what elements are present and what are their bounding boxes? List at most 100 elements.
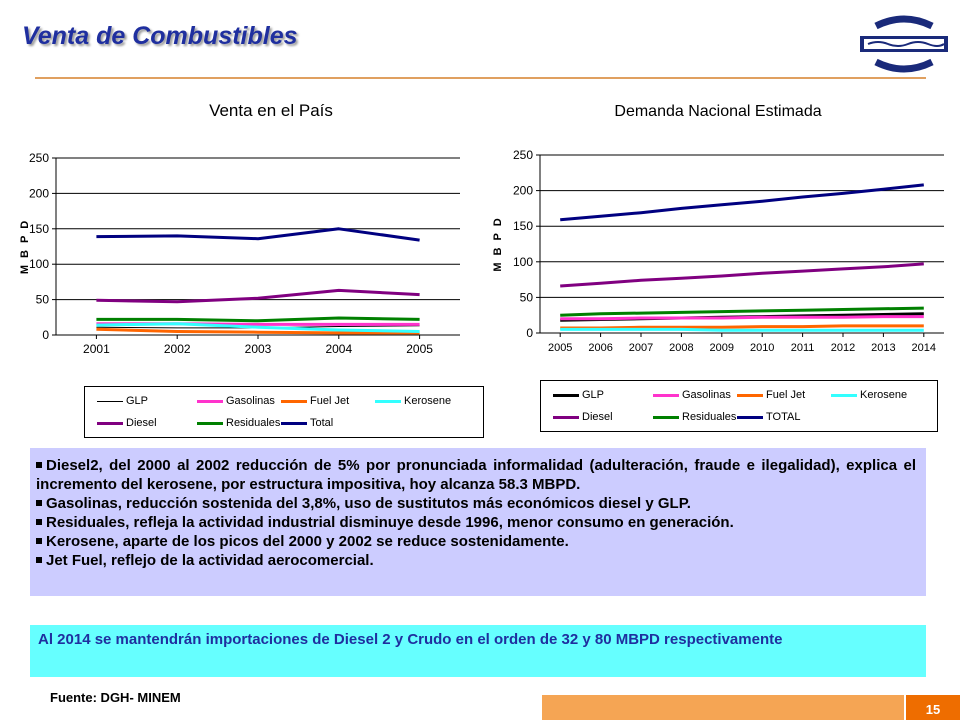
chart-demanda-nacional-y-tick-label: 50 — [520, 290, 534, 304]
chart-demanda-nacional-y-tick-label: 250 — [513, 148, 533, 162]
footer-bar — [542, 695, 904, 720]
chart-demanda-nacional-legend-label: Fuel Jet — [766, 389, 806, 401]
chart-venta-pais-series-fuel-jet — [96, 327, 420, 335]
bullet-item: Kerosene, aparte de los picos del 2000 y… — [36, 532, 916, 551]
chart-venta-pais-x-tick-label: 2005 — [406, 342, 433, 356]
chart-venta-pais-x-tick-label: 2004 — [325, 342, 352, 356]
chart-demanda-nacional-legend-label: Kerosene — [860, 389, 908, 401]
chart-venta-pais-y-tick-label: 150 — [29, 222, 49, 236]
chart-demanda-nacional-legend-item: TOTAL — [737, 409, 800, 425]
title-divider — [35, 77, 926, 79]
company-logo-icon — [860, 15, 948, 73]
chart-venta-pais-series-kerosene — [96, 322, 420, 333]
analysis-bullets: Diesel2, del 2000 al 2002 reducción de 5… — [30, 448, 926, 596]
chart-demanda-nacional-legend-label: Diesel — [582, 411, 613, 423]
chart-demanda-nacional-plot: Demanda Nacional Estimada 0 50 100 150 200 250… — [492, 103, 944, 354]
chart-demanda-nacional-series-residuales — [560, 306, 924, 317]
chart-venta-pais-legend-item: Diesel — [97, 415, 157, 431]
chart-demanda-nacional-x-tick-label: 2012 — [831, 342, 855, 354]
chart-venta-pais-series-residuales — [96, 316, 420, 323]
chart-demanda-nacional-legend-item: Residuales — [653, 409, 736, 425]
chart-venta-pais-legend-label: Diesel — [126, 417, 157, 429]
chart-venta-pais-legend-swatch — [197, 421, 223, 425]
chart-demanda-nacional-series-kerosene — [560, 327, 924, 332]
chart-demanda-nacional-x-tick-label: 2010 — [750, 342, 774, 354]
chart-demanda-nacional-legend-item: Fuel Jet — [737, 387, 805, 403]
chart-venta-pais-legend-swatch — [281, 421, 307, 425]
chart-demanda-nacional-y-axis-label: M B P D — [492, 216, 504, 271]
chart-venta-pais-legend-swatch — [197, 399, 223, 403]
chart-demanda-nacional: Demanda Nacional Estimada 0 50 100 150 200 250… — [488, 90, 950, 436]
bullet-item: Gasolinas, reducción sostenida del 3,8%,… — [36, 494, 916, 513]
chart-demanda-nacional-legend-swatch — [737, 415, 763, 419]
chart-venta-pais-legend: GLP Gasolinas Fuel Jet Kerosene Diesel Residu… — [84, 386, 484, 438]
chart-venta-pais-y-tick-label: 200 — [29, 186, 49, 200]
chart-venta-pais-legend-label: GLP — [126, 395, 149, 407]
chart-venta-pais: Venta en el País 0 50 100 150 200 250 2001 2002 2… — [14, 88, 484, 444]
chart-demanda-nacional-x-tick-label: 2007 — [629, 342, 653, 354]
bullet-item: Jet Fuel, reflejo de la actividad aeroco… — [36, 551, 916, 570]
chart-venta-pais-legend-label: Gasolinas — [226, 395, 275, 407]
chart-venta-pais-x-tick-label: 2002 — [164, 342, 191, 356]
chart-venta-pais-legend-item: GLP — [97, 393, 148, 409]
chart-demanda-nacional-legend-item: GLP — [553, 387, 604, 403]
chart-demanda-nacional-x-tick-label: 2006 — [588, 342, 612, 354]
page-number: 15 — [906, 695, 960, 720]
bullet-item: Diesel2, del 2000 al 2002 reducción de 5… — [36, 457, 916, 493]
source-label: Fuente: DGH- MINEM — [50, 690, 181, 705]
chart-venta-pais-series-total — [96, 227, 420, 242]
chart-demanda-nacional-series-diesel — [560, 262, 924, 288]
chart-venta-pais-legend-item: Total — [281, 415, 333, 431]
import-note: Al 2014 se mantendrán importaciones de D… — [30, 625, 926, 677]
chart-venta-pais-legend-item: Gasolinas — [197, 393, 275, 409]
chart-venta-pais-legend-item: Residuales — [197, 415, 280, 431]
chart-demanda-nacional-y-tick-label: 0 — [526, 326, 533, 340]
chart-demanda-nacional-legend-swatch — [553, 393, 579, 397]
chart-demanda-nacional-series-total — [560, 183, 924, 222]
chart-demanda-nacional-y-tick-label: 150 — [513, 219, 533, 233]
chart-demanda-nacional-legend-item: Kerosene — [831, 387, 907, 403]
chart-demanda-nacional-legend-swatch — [653, 415, 679, 419]
chart-venta-pais-series-diesel — [96, 288, 420, 304]
chart-venta-pais-legend-swatch — [97, 400, 123, 402]
chart-venta-pais-y-axis-label: M B P D — [19, 219, 31, 274]
chart-venta-pais-legend-label: Kerosene — [404, 395, 452, 407]
page-title: Venta de Combustibles — [22, 22, 298, 50]
chart-demanda-nacional-x-tick-label: 2011 — [791, 342, 815, 354]
bullet-square-icon — [36, 538, 42, 545]
chart-demanda-nacional-x-tick-label: 2009 — [710, 342, 734, 354]
chart-venta-pais-plot: Venta en el País 0 50 100 150 200 250 2001 2002 2… — [19, 101, 460, 356]
chart-demanda-nacional-x-tick-label: 2008 — [669, 342, 693, 354]
chart-venta-pais-y-tick-label: 250 — [29, 151, 49, 165]
chart-venta-pais-legend-swatch — [281, 399, 307, 403]
chart-demanda-nacional-legend-item: Gasolinas — [653, 387, 731, 403]
chart-demanda-nacional-y-tick-label: 100 — [513, 255, 533, 269]
chart-demanda-nacional-x-tick-label: 2014 — [912, 342, 936, 354]
chart-demanda-nacional-legend-label: GLP — [582, 389, 605, 401]
bullet-square-icon — [36, 519, 42, 526]
bullet-square-icon — [36, 557, 42, 564]
chart-demanda-nacional-x-tick-label: 2013 — [871, 342, 895, 354]
chart-venta-pais-legend-label: Fuel Jet — [310, 395, 350, 407]
chart-venta-pais-legend-label: Total — [310, 417, 334, 429]
chart-demanda-nacional-title: Demanda Nacional Estimada — [614, 103, 821, 120]
chart-venta-pais-legend-item: Kerosene — [375, 393, 451, 409]
chart-demanda-nacional-legend-swatch — [737, 393, 763, 397]
chart-venta-pais-legend-item: Fuel Jet — [281, 393, 349, 409]
chart-demanda-nacional-y-tick-label: 200 — [513, 184, 533, 198]
chart-demanda-nacional-legend: GLP Gasolinas Fuel Jet Kerosene Diesel Residu… — [540, 380, 938, 432]
chart-venta-pais-x-tick-label: 2003 — [245, 342, 272, 356]
chart-venta-pais-legend-swatch — [375, 399, 401, 403]
chart-venta-pais-x-tick-label: 2001 — [83, 342, 110, 356]
bullet-square-icon — [36, 462, 42, 469]
chart-venta-pais-y-tick-label: 50 — [36, 293, 50, 307]
chart-demanda-nacional-series-fuel-jet — [560, 324, 924, 330]
chart-demanda-nacional-legend-item: Diesel — [553, 409, 613, 425]
chart-demanda-nacional-legend-label: TOTAL — [766, 411, 801, 423]
chart-demanda-nacional-plot-area — [540, 155, 944, 333]
chart-venta-pais-plot-area — [56, 158, 460, 335]
chart-demanda-nacional-legend-swatch — [653, 393, 679, 397]
chart-venta-pais-y-tick-label: 100 — [29, 257, 49, 271]
bullet-item: Residuales, refleja la actividad industr… — [36, 513, 916, 532]
chart-demanda-nacional-legend-label: Residuales — [682, 411, 737, 423]
